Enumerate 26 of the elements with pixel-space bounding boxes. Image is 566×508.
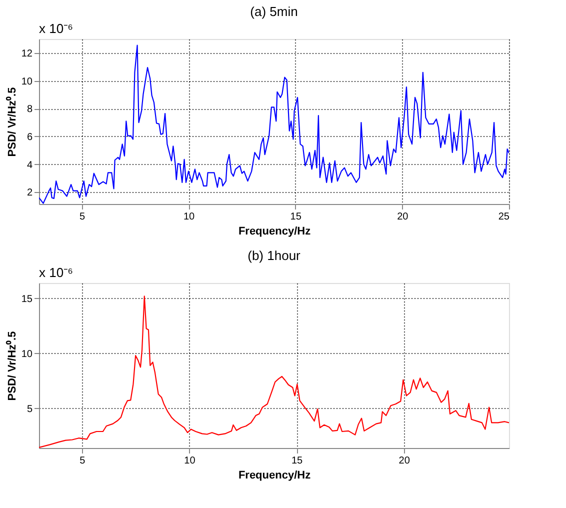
y-tick-label: 2 (26, 188, 33, 199)
y-axis-title: PSD/ Vr/Hz⁰.5 (5, 331, 18, 401)
y-tick-label: 10 (21, 348, 33, 360)
x-tick-label: 10 (184, 456, 196, 466)
x-axis-title: Frequency/Hz (238, 470, 312, 482)
x-tick-label: 5 (79, 212, 86, 222)
y-tick-label: 15 (21, 294, 33, 305)
chart-title: (b) 1hour (248, 248, 302, 263)
y-tick-label: 5 (26, 404, 33, 415)
x-tick-label: 25 (498, 212, 510, 222)
y-axis-title: PSD/ Vr/Hz⁰.5 (5, 87, 18, 157)
y-tick-label: 12 (21, 48, 33, 60)
x-tick-label: 15 (291, 456, 304, 466)
y-tick-label: 4 (26, 160, 33, 171)
x-tick-label: 20 (398, 456, 410, 466)
y-tick-label: 8 (26, 104, 33, 116)
text: x 10⁻⁶ (39, 265, 73, 280)
y-tick-label: 10 (21, 76, 33, 88)
x-tick-label: 10 (183, 212, 196, 222)
x-tick-label: 15 (290, 212, 302, 222)
text: x 10⁻⁶ (39, 21, 73, 36)
y-tick-label: 6 (26, 132, 33, 143)
chart-title: (a) 5min (250, 4, 298, 19)
x-axis-title: Frequency/Hz (238, 226, 312, 238)
x-tick-label: 5 (80, 456, 86, 466)
x-tick-label: 20 (397, 212, 409, 222)
